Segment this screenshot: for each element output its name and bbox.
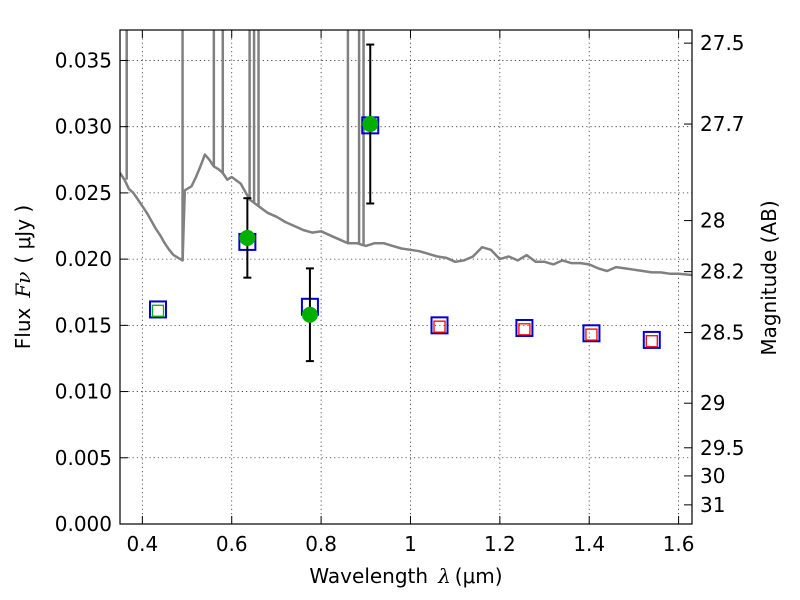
x-tick-label: 1.4 <box>573 532 605 556</box>
observed-point <box>239 229 256 246</box>
right-tick-label: 28 <box>700 209 725 233</box>
right-tick-label: 28.5 <box>700 321 745 345</box>
inner-limit-marker <box>518 323 531 336</box>
observed-point <box>301 306 318 323</box>
model-photometry-marker <box>148 300 167 319</box>
inner-limit-marker <box>585 328 598 341</box>
x-tick-label: 0.6 <box>216 532 248 556</box>
y-tick-label: 0.015 <box>55 313 112 337</box>
y-axis-label: FluxFν( μJy ) <box>11 205 35 349</box>
x-tick-label: 1 <box>404 532 417 556</box>
model-photometry-marker <box>515 318 534 337</box>
right-tick-label: 29.5 <box>700 436 745 460</box>
y-tick-label: 0.035 <box>55 48 112 72</box>
model-spectrum <box>120 30 692 277</box>
right-tick-label: 28.2 <box>700 260 745 284</box>
y-tick-label: 0.005 <box>55 446 112 470</box>
x-tick-label: 1.6 <box>663 532 695 556</box>
model-photometry-marker <box>642 330 661 349</box>
right-tick-label: 27.7 <box>700 112 745 136</box>
y-tick-label: 0.030 <box>55 115 112 139</box>
right-tick-label: 27.5 <box>700 31 745 55</box>
y-tick-label: 0.020 <box>55 247 112 271</box>
axis-ticks: 0.4 0.6 0.8 1 1.2 1.4 1.6 0.000 0.005 0.010 0.015 0… <box>55 30 745 556</box>
right-tick-label: 30 <box>700 464 725 488</box>
plot-frame <box>119 29 693 525</box>
x-tick-label: 0.4 <box>126 532 158 556</box>
model-photometry-marker <box>582 324 601 343</box>
inner-limit-marker <box>151 304 165 317</box>
x-tick-label: 1.2 <box>484 532 516 556</box>
model-photometry-marker <box>430 316 449 335</box>
right-axis-label: Magnitude (AB) <box>757 200 781 355</box>
right-tick-label: 31 <box>700 493 725 517</box>
y-tick-label: 0.010 <box>55 380 112 404</box>
x-tick-label: 0.8 <box>305 532 337 556</box>
right-tick-label: 29 <box>700 391 725 415</box>
spectrum-line <box>120 153 692 277</box>
inner-limit-marker <box>645 335 658 348</box>
y-tick-label: 0.000 <box>55 512 112 536</box>
x-axis-label: Wavelength λ (μm) <box>309 564 502 588</box>
observed-point <box>362 116 379 133</box>
y-tick-label: 0.025 <box>55 181 112 205</box>
inner-limit-marker <box>433 320 446 333</box>
grid <box>120 30 692 525</box>
data-markers <box>148 43 661 363</box>
